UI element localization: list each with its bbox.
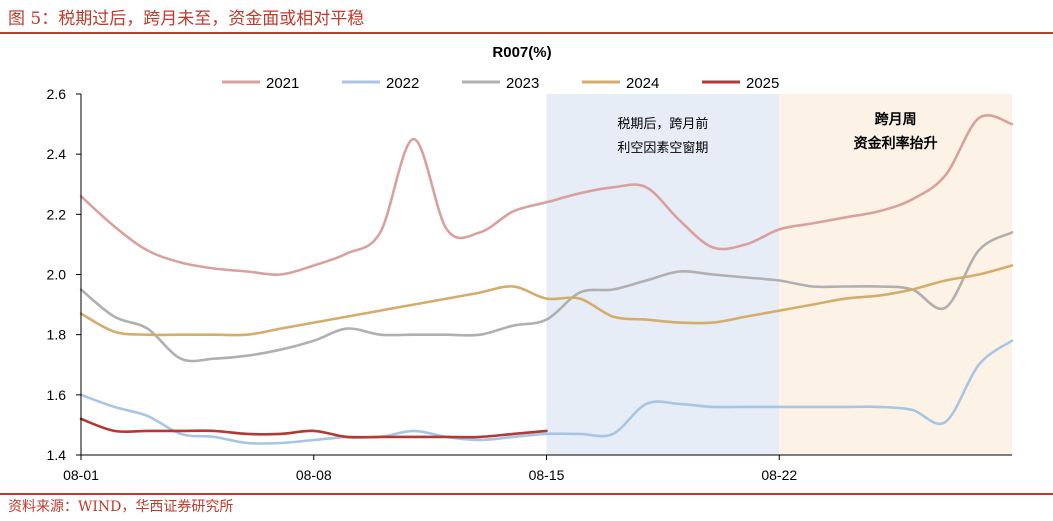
region-2-label-line-1: 跨月周 <box>875 111 917 127</box>
x-tick-label-08-01: 08-01 <box>63 467 99 483</box>
legend-label-2025: 2025 <box>746 75 779 92</box>
region-1-label-line-2: 利空因素空窗期 <box>617 140 708 156</box>
region-1-label-line-1: 税期后，跨月前 <box>617 116 708 132</box>
source-rule <box>0 493 1053 495</box>
legend-label-2021: 2021 <box>266 75 299 92</box>
source-note: 资料来源：WIND，华西证券研究所 <box>8 499 234 515</box>
chart-title: R007(%) <box>492 44 551 61</box>
series-line-2025 <box>79 417 548 439</box>
series-line-2024 <box>79 264 1014 337</box>
y-tick-label-1.8: 1.8 <box>47 327 67 343</box>
title-rule <box>0 32 1053 34</box>
y-tick-label-2.6: 2.6 <box>47 86 67 102</box>
figure-title: 图 5：税期过后，跨月未至，资金面或相对平稳 <box>8 9 365 29</box>
series-line-2021 <box>79 113 1014 276</box>
series-line-2023 <box>79 231 1014 363</box>
region-2-label-line-2: 资金利率抬升 <box>854 135 938 151</box>
legend-label-2023: 2023 <box>506 75 539 92</box>
y-tick-label-1.6: 1.6 <box>47 387 67 403</box>
x-tick-label-08-08: 08-08 <box>296 467 332 483</box>
x-tick-label-08-22: 08-22 <box>761 467 797 483</box>
y-tick-label-2.0: 2.0 <box>47 267 67 283</box>
y-tick-label-1.4: 1.4 <box>47 447 67 463</box>
legend-label-2022: 2022 <box>386 75 419 92</box>
x-tick-label-08-15: 08-15 <box>529 467 565 483</box>
y-tick-label-2.4: 2.4 <box>47 146 67 162</box>
series-line-2022 <box>79 339 1014 445</box>
y-tick-label-2.2: 2.2 <box>47 206 67 222</box>
legend-label-2024: 2024 <box>626 75 659 92</box>
